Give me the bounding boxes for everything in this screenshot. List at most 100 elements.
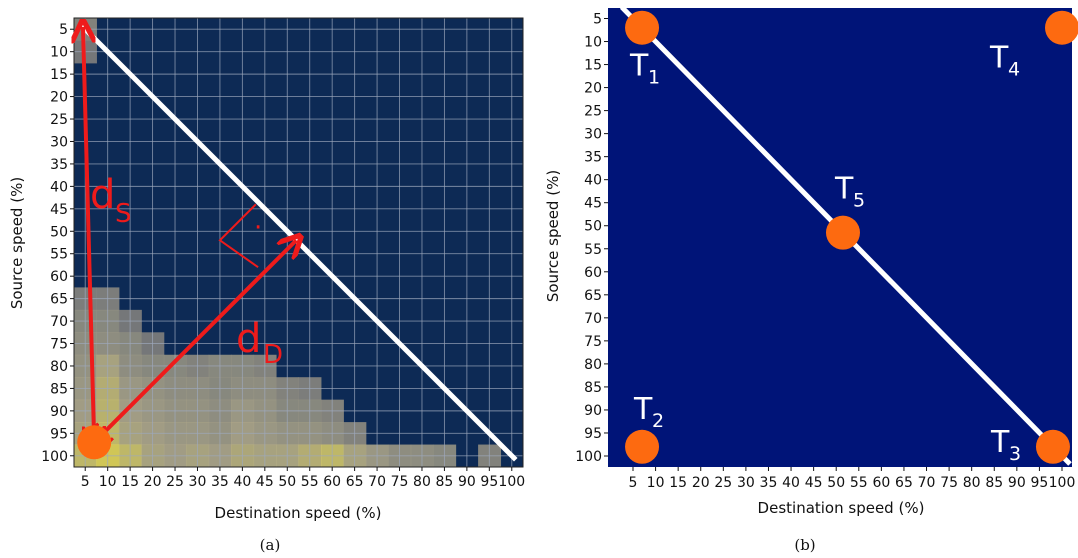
point-label-subscript-t2: 2	[652, 410, 664, 432]
panel-b-caption: (b)	[794, 536, 815, 554]
dd-label-subscript: D	[263, 340, 283, 370]
y-tick-label: 85	[50, 381, 68, 397]
x-tick-label: 95	[480, 474, 498, 490]
x-tick-label: 100	[498, 474, 525, 490]
y-tick-label: 65	[50, 292, 68, 308]
y-tick-label: 65	[584, 288, 602, 304]
x-tick-label: 60	[323, 474, 341, 490]
x-tick-label: 65	[895, 475, 913, 491]
x-tick-label: 25	[166, 474, 184, 490]
y-tick-label: 40	[584, 173, 602, 189]
x-tick-label: 75	[391, 474, 409, 490]
panel-a-x-ticks: 5 10 15 20 25 30 35 40 45 50 55 60 65 70 75 80 85 90 95 100	[81, 467, 525, 490]
x-tick-label: 20	[144, 474, 162, 490]
y-tick-label: 30	[584, 127, 602, 143]
x-tick-label: 80	[963, 475, 981, 491]
y-tick-label: 85	[584, 380, 602, 396]
point-t1	[625, 10, 660, 45]
origin-point	[77, 425, 112, 460]
y-tick-label: 30	[50, 134, 68, 150]
x-tick-label: 5	[629, 475, 638, 491]
y-tick-label: 90	[50, 404, 68, 420]
y-tick-label: 15	[584, 58, 602, 74]
x-tick-label: 15	[669, 475, 687, 491]
y-tick-label: 75	[50, 337, 68, 353]
y-tick-label: 100	[41, 449, 68, 465]
point-t2	[625, 429, 660, 464]
point-label-subscript-t5: 5	[853, 190, 865, 212]
x-tick-label: 90	[458, 474, 476, 490]
x-tick-label: 55	[301, 474, 319, 490]
y-tick-label: 10	[50, 45, 68, 61]
x-tick-label: 85	[985, 475, 1003, 491]
x-tick-label: 25	[714, 475, 732, 491]
ds-label: d	[90, 172, 115, 218]
panel-b-points: T 1T 4T 5T 2T 3	[625, 10, 1078, 465]
x-tick-label: 95	[1031, 475, 1049, 491]
y-tick-label: 60	[584, 265, 602, 281]
y-tick-label: 5	[59, 22, 68, 38]
right-angle-marker	[218, 203, 259, 269]
x-tick-label: 65	[346, 474, 364, 490]
y-tick-label: 25	[50, 112, 68, 128]
x-tick-label: 40	[782, 475, 800, 491]
y-tick-label: 60	[50, 269, 68, 285]
panel-a-caption: (a)	[260, 536, 281, 554]
x-tick-label: 10	[99, 474, 117, 490]
right-angle-dot: ·	[254, 213, 262, 243]
x-tick-label: 80	[413, 474, 431, 490]
panel-b-y-ticks: 5 10 15 20 25 30 35 40 45 50 55 60 65 70 75 80 85 90 95 100	[575, 12, 608, 465]
x-tick-label: 90	[1008, 475, 1026, 491]
point-label-t4: T	[989, 41, 1009, 76]
y-tick-label: 40	[50, 179, 68, 195]
y-tick-label: 25	[584, 104, 602, 120]
x-tick-label: 5	[81, 474, 90, 490]
x-tick-label: 10	[647, 475, 665, 491]
x-tick-label: 70	[368, 474, 386, 490]
x-tick-label: 20	[692, 475, 710, 491]
y-tick-label: 100	[575, 449, 602, 465]
x-tick-label: 30	[189, 474, 207, 490]
point-t5	[825, 215, 860, 250]
y-tick-label: 20	[50, 90, 68, 106]
x-tick-label: 70	[918, 475, 936, 491]
panel-a-xlabel: Destination speed (%)	[215, 504, 382, 522]
point-label-t5: T	[834, 172, 854, 207]
panel-a-y-ticks: 5 10 15 20 25 30 35 40 45 50 55 60 65 70 75 80 85 90 95 100	[41, 22, 74, 465]
x-tick-label: 60	[872, 475, 890, 491]
x-tick-label: 85	[436, 474, 454, 490]
y-tick-label: 35	[50, 157, 68, 173]
y-tick-label: 95	[584, 426, 602, 442]
x-tick-label: 15	[121, 474, 139, 490]
x-tick-label: 50	[278, 474, 296, 490]
point-label-subscript-t1: 1	[648, 67, 660, 89]
x-tick-label: 35	[760, 475, 778, 491]
y-tick-label: 5	[593, 12, 602, 28]
dd-label: d	[236, 316, 261, 362]
x-tick-label: 30	[737, 475, 755, 491]
y-tick-label: 55	[50, 247, 68, 263]
panel-a-heatmap: ·d Sd D 5 10 15 20 25 30 35 40 45 50 55 60 65 70 75 80 85 9…	[8, 17, 525, 554]
y-tick-label: 80	[584, 357, 602, 373]
y-tick-label: 70	[584, 311, 602, 327]
point-label-t1: T	[629, 49, 649, 84]
y-tick-label: 80	[50, 359, 68, 375]
x-tick-label: 50	[827, 475, 845, 491]
x-tick-label: 55	[850, 475, 868, 491]
point-label-t2: T	[633, 392, 653, 427]
y-tick-label: 95	[50, 426, 68, 442]
y-tick-label: 55	[584, 242, 602, 258]
x-tick-label: 40	[233, 474, 251, 490]
point-label-subscript-t4: 4	[1008, 59, 1020, 81]
panel-a-ylabel: Source speed (%)	[8, 177, 26, 309]
panel-b-ylabel: Source speed (%)	[544, 170, 562, 302]
y-tick-label: 90	[584, 403, 602, 419]
y-tick-label: 20	[584, 81, 602, 97]
y-tick-label: 15	[50, 67, 68, 83]
ds-label-subscript: S	[115, 199, 132, 229]
panel-b-x-ticks: 5 10 15 20 25 30 35 40 45 50 55 60 65 70 75 80 85 90 95 100	[629, 467, 1075, 491]
y-tick-label: 50	[584, 219, 602, 235]
panel-a-annotations: ·d Sd D	[77, 27, 296, 460]
y-tick-label: 70	[50, 314, 68, 330]
